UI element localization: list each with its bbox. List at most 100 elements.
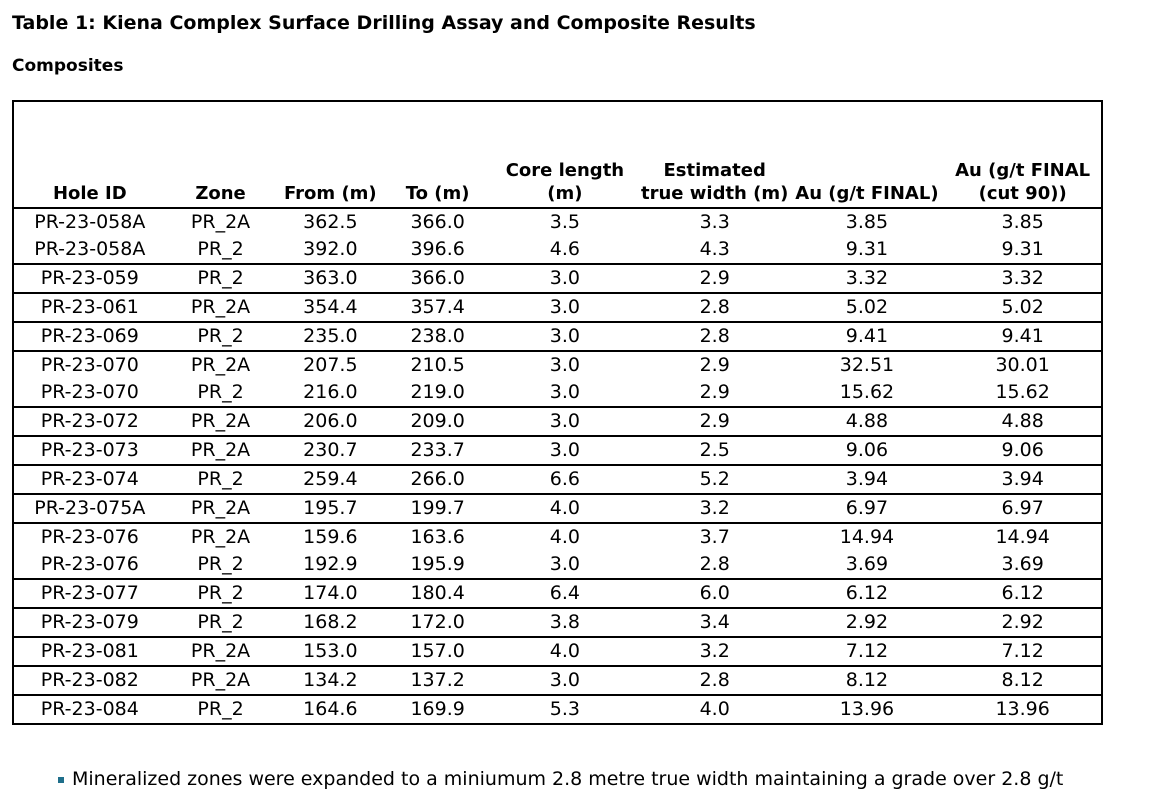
cell: 134.2 — [303, 669, 358, 691]
table-header: Hole ID Zone From (m) To (m) Core length (m)… — [13, 101, 1102, 209]
cell: 14.94 — [839, 526, 895, 548]
cell: 14.94 — [995, 526, 1050, 548]
cell: PR_2 — [197, 468, 244, 490]
cell: 3.85 — [845, 211, 889, 233]
cell: 357.4 — [410, 296, 465, 318]
cell: 4.88 — [845, 410, 889, 432]
cell: 180.4 — [410, 582, 465, 604]
cell: 174.0 — [303, 582, 358, 604]
cell: 366.0 — [410, 211, 465, 233]
cell: 5.02 — [1001, 296, 1044, 318]
cell: PR_2A — [190, 296, 251, 318]
cell: PR-23-069 — [40, 325, 139, 347]
row-group: PR-23-081 PR_2A 153.0 157.0 4.0 3.2 7.12 7.12 — [13, 637, 1102, 666]
cell: 2.8 — [699, 325, 730, 347]
cell: 392.0 — [303, 238, 358, 260]
cell: PR_2 — [197, 698, 244, 720]
row-group: PR-23-072 PR_2A 206.0 209.0 3.0 2.9 4.88 4.88 — [13, 407, 1102, 436]
cell: PR_2 — [197, 582, 244, 604]
row: PR-23-058A PR_2 392.0 396.6 4.6 4.3 9.31 9.31 — [13, 236, 1102, 264]
column-header: From (m) — [275, 101, 386, 209]
cell: 7.12 — [845, 640, 889, 662]
cell: 3.69 — [845, 553, 889, 575]
cell: 6.12 — [845, 582, 889, 604]
cell: 3.2 — [699, 640, 730, 662]
cell: 219.0 — [410, 381, 465, 403]
cell: PR_2A — [190, 640, 251, 662]
cell: 6.97 — [845, 497, 889, 519]
cell: 9.31 — [1001, 238, 1044, 260]
row: PR-23-070 PR_2 216.0 219.0 3.0 2.9 15.62 15.62 — [13, 379, 1102, 407]
cell: 6.0 — [699, 582, 730, 604]
cell: 3.0 — [549, 296, 581, 318]
cell: 4.0 — [549, 526, 581, 548]
column-header: Au (g/t FINAL (cut 90)) — [944, 101, 1102, 209]
row-group: PR-23-076 PR_2A 159.6 163.6 4.0 3.7 14.94 14.94… — [13, 523, 1102, 579]
row: PR-23-070 PR_2A 207.5 210.5 3.0 2.9 32.51 30.01 — [13, 351, 1102, 379]
row: PR-23-077 PR_2 174.0 180.4 6.4 6.0 6.12 6.12 — [13, 579, 1102, 608]
cell: 137.2 — [410, 669, 465, 691]
cell: PR_2 — [197, 238, 244, 260]
row-group: PR-23-074 PR_2 259.4 266.0 6.6 5.2 3.94 3.94 — [13, 465, 1102, 494]
row-group: PR-23-059 PR_2 363.0 366.0 3.0 2.9 3.32 3.32 — [13, 264, 1102, 293]
cell: 159.6 — [303, 526, 358, 548]
row: PR-23-076 PR_2 192.9 195.9 3.0 2.8 3.69 3.69 — [13, 551, 1102, 579]
cell: 5.02 — [845, 296, 889, 318]
cell: 5.3 — [549, 698, 581, 720]
cell: PR_2 — [197, 325, 244, 347]
cell: 2.92 — [845, 611, 889, 633]
cell: 9.41 — [845, 325, 889, 347]
cell: 3.0 — [549, 381, 581, 403]
cell: 259.4 — [303, 468, 358, 490]
cell: 230.7 — [303, 439, 358, 461]
row-group: PR-23-084 PR_2 164.6 169.9 5.3 4.0 13.96 13.96 — [13, 695, 1102, 724]
cell: 3.94 — [845, 468, 889, 490]
cell: 3.94 — [1001, 468, 1044, 490]
column-header: Core length (m) — [490, 101, 640, 209]
cell: 192.9 — [303, 553, 358, 575]
cell: 9.31 — [845, 238, 889, 260]
title: Table 1: Kiena Complex Surface Drilling … — [12, 12, 756, 34]
cell: PR-23-070 — [40, 354, 139, 376]
cell: 4.0 — [549, 497, 581, 519]
cell: PR-23-072 — [40, 410, 139, 432]
cell: 266.0 — [410, 468, 465, 490]
cell: 5.2 — [699, 468, 730, 490]
cell: PR_2A — [190, 211, 251, 233]
row: PR-23-073 PR_2A 230.7 233.7 3.0 2.5 9.06 9.06 — [13, 436, 1102, 465]
cell: 172.0 — [410, 611, 465, 633]
cell: 15.62 — [995, 381, 1050, 403]
row: PR-23-061 PR_2A 354.4 357.4 3.0 2.8 5.02 5.02 — [13, 293, 1102, 322]
cell: 2.8 — [699, 296, 730, 318]
cell: PR-23-076 — [40, 553, 139, 575]
cell: PR_2A — [190, 497, 251, 519]
row-group: PR-23-061 PR_2A 354.4 357.4 3.0 2.8 5.02 5.02 — [13, 293, 1102, 322]
row: PR-23-076 PR_2A 159.6 163.6 4.0 3.7 14.94 14.94 — [13, 523, 1102, 551]
bullet — [58, 776, 64, 783]
row-group: PR-23-070 PR_2A 207.5 210.5 3.0 2.9 32.51 30.01… — [13, 351, 1102, 407]
cell: PR_2 — [197, 611, 244, 633]
cell: 32.51 — [839, 354, 895, 376]
cell: 2.9 — [699, 354, 730, 376]
cell: 3.0 — [549, 669, 581, 691]
cell: 209.0 — [410, 410, 465, 432]
cell: 9.06 — [1001, 439, 1044, 461]
cell: 3.0 — [549, 439, 581, 461]
cell: 153.0 — [303, 640, 358, 662]
cell: 9.06 — [845, 439, 889, 461]
note-text: Mineralized zones were expanded to a min… — [72, 768, 1064, 790]
column-header: Au (g/t FINAL) — [789, 101, 945, 209]
cell: 163.6 — [410, 526, 465, 548]
cell: 4.0 — [549, 640, 581, 662]
cell: 3.2 — [699, 497, 730, 519]
cell: 238.0 — [410, 325, 465, 347]
column-header: Zone — [165, 101, 276, 209]
row: PR-23-084 PR_2 164.6 169.9 5.3 4.0 13.96 13.96 — [13, 695, 1102, 724]
cell: 30.01 — [995, 354, 1050, 376]
cell: 362.5 — [303, 211, 358, 233]
cell: 354.4 — [303, 296, 358, 318]
row-group: PR-23-079 PR_2 168.2 172.0 3.8 3.4 2.92 2.92 — [13, 608, 1102, 637]
cell: PR-23-058A — [34, 211, 146, 233]
cell: 3.3 — [699, 211, 730, 233]
row-group: PR-23-069 PR_2 235.0 238.0 3.0 2.8 9.41 9.41 — [13, 322, 1102, 351]
